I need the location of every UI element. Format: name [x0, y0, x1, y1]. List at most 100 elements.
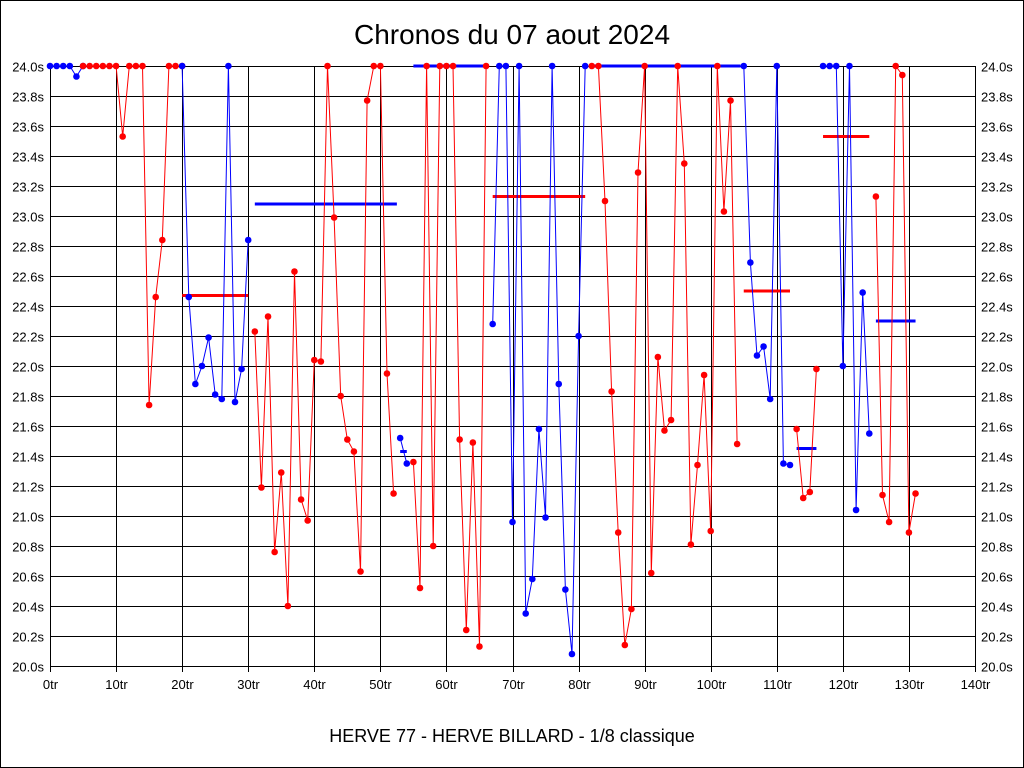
- data-point: [86, 62, 93, 70]
- data-point: [436, 62, 444, 70]
- x-tick-label: 100tr: [697, 677, 727, 692]
- data-point: [542, 514, 549, 521]
- data-point: [720, 208, 728, 215]
- series-line: [399, 437, 408, 464]
- y-tick-label: 22.6s: [12, 270, 44, 285]
- x-tick-label: 110tr: [763, 677, 792, 692]
- data-point: [53, 62, 60, 70]
- data-point: [661, 427, 668, 434]
- x-tick-label: 40tr: [303, 677, 326, 692]
- data-point: [370, 62, 378, 70]
- data-point: [740, 62, 748, 70]
- y-tick-label: 22.0s: [12, 360, 44, 375]
- series-line: [823, 65, 870, 511]
- x-axis: 0tr 10tr 20tr 30tr 40tr 50tr 60tr 70tr 80tr 90tr 1…: [43, 677, 991, 692]
- data-point: [654, 353, 662, 361]
- y-tick-label: 22.6s: [981, 270, 1013, 285]
- y-tick-label: 20.0s: [981, 660, 1013, 675]
- data-point: [79, 62, 87, 70]
- y-tick-label: 23.6s: [981, 120, 1013, 135]
- data-point: [172, 62, 179, 70]
- y-tick-label: 20.8s: [981, 540, 1013, 555]
- y-tick-label: 23.0s: [12, 210, 44, 225]
- y-axis-right: 24.0s 23.8s 23.6s 23.4s 23.2s 23.0s 22.8s 22.6s…: [981, 60, 1013, 675]
- data-point: [192, 380, 199, 388]
- data-point: [905, 529, 913, 536]
- y-tick-label: 21.8s: [12, 390, 44, 405]
- data-point: [225, 62, 232, 70]
- data-point: [403, 460, 411, 467]
- grid: [50, 66, 976, 672]
- x-tick-label: 10tr: [105, 677, 128, 692]
- data-point: [839, 362, 847, 370]
- data-point: [132, 62, 140, 70]
- data-point: [317, 358, 325, 365]
- data-point: [799, 494, 807, 502]
- data-point: [271, 548, 278, 556]
- data-point: [264, 313, 272, 320]
- x-tick-label: 70tr: [502, 677, 525, 692]
- data-point: [119, 133, 126, 140]
- data-point: [786, 461, 794, 469]
- y-tick-label: 20.0s: [12, 660, 44, 675]
- data-point: [753, 352, 761, 359]
- data-point: [568, 650, 576, 658]
- data-point: [819, 62, 827, 70]
- data-point: [694, 461, 701, 469]
- data-point: [185, 293, 193, 301]
- data-point: [509, 518, 516, 526]
- data-point: [766, 395, 774, 403]
- y-tick-label: 20.4s: [981, 600, 1013, 615]
- series-line: [492, 65, 586, 655]
- data-point: [515, 62, 523, 70]
- data-point: [806, 488, 814, 496]
- data-point: [238, 365, 245, 373]
- x-tick-label: 130tr: [895, 677, 925, 692]
- y-axis-left: 24.0s 23.8s 23.6s 23.4s 23.2s 23.0s 22.8s 22.6s…: [12, 60, 44, 675]
- y-tick-label: 20.6s: [981, 570, 1013, 585]
- y-tick-label: 22.8s: [981, 240, 1013, 255]
- y-tick-label: 21.6s: [12, 420, 44, 435]
- y-tick-label: 20.4s: [12, 600, 44, 615]
- y-tick-label: 22.4s: [12, 300, 44, 315]
- data-point: [872, 193, 880, 200]
- data-point: [449, 62, 457, 70]
- data-point: [912, 490, 919, 497]
- data-point: [251, 328, 259, 335]
- data-point: [330, 214, 338, 221]
- data-point: [377, 62, 384, 70]
- data-point: [291, 268, 298, 275]
- data-point: [555, 380, 563, 388]
- data-point: [495, 62, 503, 70]
- data-point: [502, 62, 510, 70]
- data-point: [462, 626, 470, 634]
- data-point: [357, 568, 364, 575]
- chart-footer: HERVE 77 - HERVE BILLARD - 1/8 classique: [329, 726, 695, 746]
- data-point: [813, 365, 820, 373]
- y-tick-label: 22.2s: [12, 330, 44, 345]
- data-point: [588, 62, 596, 70]
- data-point: [363, 97, 371, 104]
- series-line: [83, 65, 183, 406]
- data-point: [443, 62, 450, 70]
- data-point: [383, 370, 391, 377]
- data-point: [350, 448, 358, 455]
- y-tick-label: 21.8s: [981, 390, 1013, 405]
- x-tick-label: 120tr: [829, 677, 859, 692]
- y-tick-label: 23.4s: [981, 150, 1013, 165]
- data-point: [297, 496, 305, 503]
- x-tick-label: 20tr: [171, 677, 194, 692]
- data-point: [344, 436, 351, 443]
- y-tick-label: 20.8s: [12, 540, 44, 555]
- y-tick-label: 24.0s: [981, 60, 1013, 75]
- x-tick-label: 30tr: [237, 677, 260, 692]
- data-point: [608, 388, 615, 395]
- data-point: [548, 62, 556, 70]
- data-point: [614, 529, 622, 536]
- data-point: [258, 484, 265, 491]
- data-point: [410, 458, 417, 466]
- data-point: [687, 541, 695, 548]
- data-point: [621, 641, 629, 649]
- data-point: [641, 62, 648, 70]
